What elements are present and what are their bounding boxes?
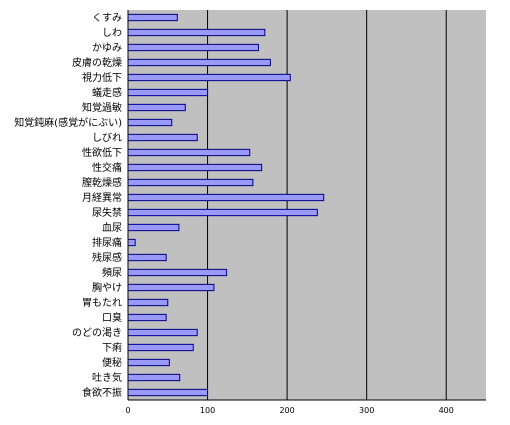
category-label: 性欲低下	[82, 146, 122, 159]
category-label: 下痢	[102, 341, 122, 354]
category-label: 便秘	[102, 356, 122, 369]
category-label: 知覚過敏	[82, 101, 122, 114]
bar	[127, 178, 254, 187]
category-label: 性交痛	[92, 161, 122, 174]
category-label: 食欲不振	[82, 386, 122, 399]
category-label: 月経異常	[82, 191, 122, 204]
bar	[127, 133, 198, 142]
bar	[127, 313, 167, 322]
category-label: 尿失禁	[92, 206, 122, 219]
bar	[127, 328, 198, 337]
bar	[127, 163, 263, 172]
bar	[127, 388, 209, 397]
plot-area	[128, 10, 486, 400]
category-label: 視力低下	[82, 71, 122, 84]
x-tick-label: 100	[200, 406, 215, 415]
bar	[127, 28, 266, 37]
category-label: 知覚鈍麻(感覚がにぶい)	[14, 116, 122, 129]
bar	[127, 73, 291, 82]
x-tick-label: 400	[439, 406, 454, 415]
bar	[127, 223, 180, 232]
bar	[127, 118, 173, 127]
bar	[127, 253, 167, 262]
category-label: 蟻走感	[92, 86, 122, 99]
category-label: 膣乾燥感	[82, 176, 122, 189]
bar	[127, 238, 136, 247]
x-tick-label: 300	[359, 406, 374, 415]
bar	[127, 373, 181, 382]
category-label: かゆみ	[92, 42, 122, 54]
bar	[127, 298, 169, 307]
category-label: 胸やけ	[92, 281, 122, 294]
bar	[127, 193, 325, 202]
bar	[127, 283, 215, 292]
bar	[127, 88, 209, 97]
category-label: 頻尿	[102, 266, 122, 279]
category-label: くすみ	[92, 12, 122, 24]
bar	[127, 268, 228, 277]
category-label: 残尿感	[92, 251, 122, 264]
x-tick-labels: 0 100 200 300 400	[125, 406, 453, 415]
category-label: 排尿痛	[92, 236, 122, 249]
category-label: しわ	[102, 27, 122, 39]
bar	[127, 103, 186, 112]
category-label: のどの渇き	[72, 327, 122, 339]
bar	[127, 58, 271, 67]
bar	[127, 208, 318, 217]
category-label: 胃もたれ	[82, 297, 122, 309]
bar	[127, 358, 170, 367]
bar	[127, 13, 178, 22]
category-label: 吐き気	[92, 371, 122, 384]
category-label: しびれ	[92, 132, 122, 144]
bar	[127, 43, 259, 52]
category-label: 口臭	[102, 311, 122, 324]
category-label: 血尿	[102, 221, 122, 234]
bar	[127, 343, 194, 352]
bar	[127, 148, 251, 157]
x-tick-label: 0	[125, 406, 130, 415]
x-tick-label: 200	[279, 406, 294, 415]
category-label: 皮膚の乾燥	[72, 56, 122, 69]
